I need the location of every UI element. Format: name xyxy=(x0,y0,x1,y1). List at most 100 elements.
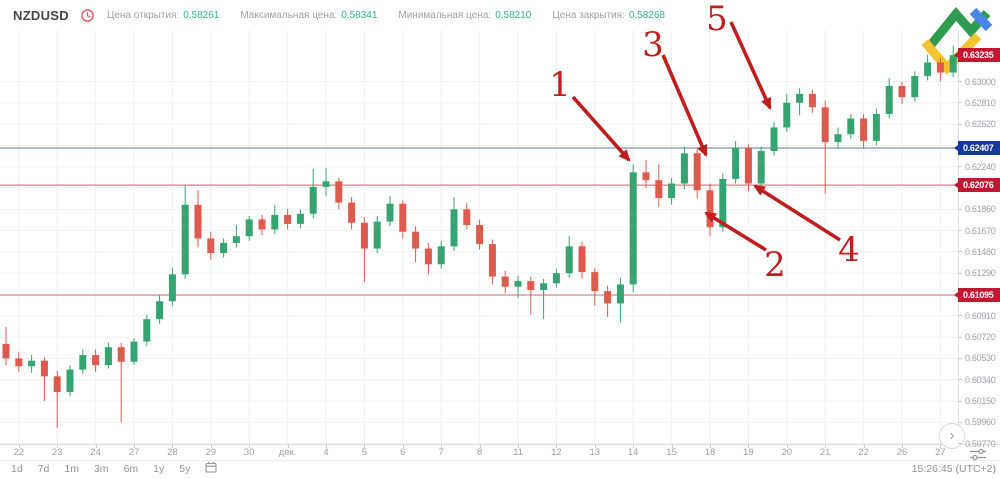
annotation-numbers: 1 2 3 4 5 xyxy=(549,0,860,285)
low-price-value: 0.58210 xyxy=(495,9,532,21)
price-tick-label: 0.61290 xyxy=(958,268,996,278)
candle-body xyxy=(936,62,944,73)
candle-body xyxy=(821,107,829,143)
candle-body xyxy=(117,347,125,362)
calendar-icon[interactable] xyxy=(205,460,217,478)
range-button-1m[interactable]: 1m xyxy=(64,463,79,475)
price-tick-label: 0.61670 xyxy=(958,226,996,236)
range-button-1y[interactable]: 1y xyxy=(153,463,165,475)
candle-body xyxy=(744,147,752,184)
date-label: 19 xyxy=(743,447,754,458)
candle-body xyxy=(271,214,279,230)
date-tick-mark xyxy=(18,444,20,448)
price-tick-label: 0.61480 xyxy=(958,247,996,257)
server-time: 15:26:45 (UTC+2) xyxy=(911,463,996,475)
candle-body xyxy=(104,347,112,366)
price-badge-level: 0.61095 xyxy=(954,288,1000,303)
candle-body xyxy=(143,319,151,342)
price-tick-label: 0.59960 xyxy=(958,417,996,427)
price-tick-label: 0.59770 xyxy=(958,439,996,449)
date-label: 20 xyxy=(781,447,793,458)
price-tick-label: 0.60720 xyxy=(958,332,996,342)
date-label: 22 xyxy=(858,447,869,458)
candle-body xyxy=(860,118,868,141)
date-tick-mark xyxy=(57,444,59,448)
candle-body xyxy=(66,369,74,393)
candle-body xyxy=(232,236,240,243)
candle-body xyxy=(847,118,855,135)
chart-header: NZDUSD Цена открытия: 0.58261 Максимальн… xyxy=(0,0,1000,30)
range-button-7d[interactable]: 7d xyxy=(37,463,50,475)
price-tick-label: 0.60340 xyxy=(958,375,996,385)
date-tick-mark xyxy=(95,444,97,448)
price-tick-label: 0.61860 xyxy=(958,204,996,214)
date-label: 18 xyxy=(704,447,716,458)
date-tick-mark xyxy=(748,444,750,448)
scroll-to-latest-button[interactable]: › xyxy=(939,423,965,449)
candle-body xyxy=(680,153,688,184)
candle-body xyxy=(386,203,394,222)
date-label: 27 xyxy=(128,447,140,458)
candle-body xyxy=(360,222,368,249)
date-tick-mark xyxy=(134,444,135,448)
candle-body xyxy=(693,153,701,191)
chart-settings-icon[interactable] xyxy=(969,448,987,466)
range-button-6m[interactable]: 6m xyxy=(123,463,139,475)
candle-body xyxy=(604,291,612,304)
candle-body xyxy=(783,102,791,128)
date-tick-mark xyxy=(786,444,788,448)
candle-body xyxy=(885,86,893,115)
candle-body xyxy=(757,151,765,184)
ohlc-stats: Цена открытия: 0.58261 Максимальная цена… xyxy=(107,10,665,21)
date-tick-mark xyxy=(287,444,289,448)
date-axis[interactable]: 22 23 24 27 28 29 30 дек. 4 5 6 7 8 11 12 13 14 15 18 19 20 2… xyxy=(0,444,958,460)
candle-body xyxy=(616,284,624,304)
date-tick-mark xyxy=(671,444,673,448)
annotation-arrow xyxy=(571,95,631,162)
candle-body xyxy=(207,238,215,254)
range-button-3m[interactable]: 3m xyxy=(93,463,109,475)
price-tick-label: 0.62810 xyxy=(958,98,996,108)
annotation-arrow xyxy=(753,184,841,242)
price-axis-line xyxy=(958,30,959,444)
price-tick-label: 0.60530 xyxy=(958,353,996,363)
candle-body xyxy=(463,209,471,226)
candle-body xyxy=(28,360,36,367)
annotation-arrow xyxy=(661,54,708,157)
candle-body xyxy=(130,341,138,362)
candle-body xyxy=(565,246,573,274)
candle-body xyxy=(796,93,804,103)
candle-body xyxy=(668,183,676,199)
date-label: 15 xyxy=(666,447,677,458)
date-tick-mark xyxy=(479,444,481,448)
annotation-number-4: 4 xyxy=(838,230,860,270)
date-label: 27 xyxy=(935,447,946,458)
candle-body xyxy=(655,180,663,199)
date-tick-mark xyxy=(863,444,865,448)
price-axis[interactable]: 0.63000 0.62810 0.62620 0.62240 0.61860 0.616… xyxy=(954,0,1000,479)
annotation-arrow xyxy=(729,21,772,110)
date-label: 21 xyxy=(819,447,831,458)
price-tick-label: 0.62620 xyxy=(958,119,996,129)
date-tick-mark xyxy=(402,444,404,448)
candle-body xyxy=(296,213,304,224)
date-tick-mark xyxy=(249,444,251,448)
candle-body xyxy=(424,248,432,265)
candle-body xyxy=(220,242,228,254)
candle-body xyxy=(808,93,816,108)
range-button-5y[interactable]: 5y xyxy=(179,463,191,475)
price-tick-label: 0.62240 xyxy=(958,162,996,172)
candle-body xyxy=(898,86,906,98)
date-label: 8 xyxy=(476,447,483,458)
date-label: 13 xyxy=(589,447,601,458)
range-button-1d[interactable]: 1d xyxy=(11,463,23,475)
price-tick-label: 0.60150 xyxy=(958,396,996,406)
candle-body xyxy=(476,225,484,245)
candle-body xyxy=(514,281,522,287)
high-price-value: 0.58341 xyxy=(341,9,378,21)
candle-body xyxy=(488,244,496,277)
high-price-stat: Максимальная цена: 0.58341 xyxy=(240,10,377,21)
price-badge-current-price: 0.63235 xyxy=(954,48,1000,63)
